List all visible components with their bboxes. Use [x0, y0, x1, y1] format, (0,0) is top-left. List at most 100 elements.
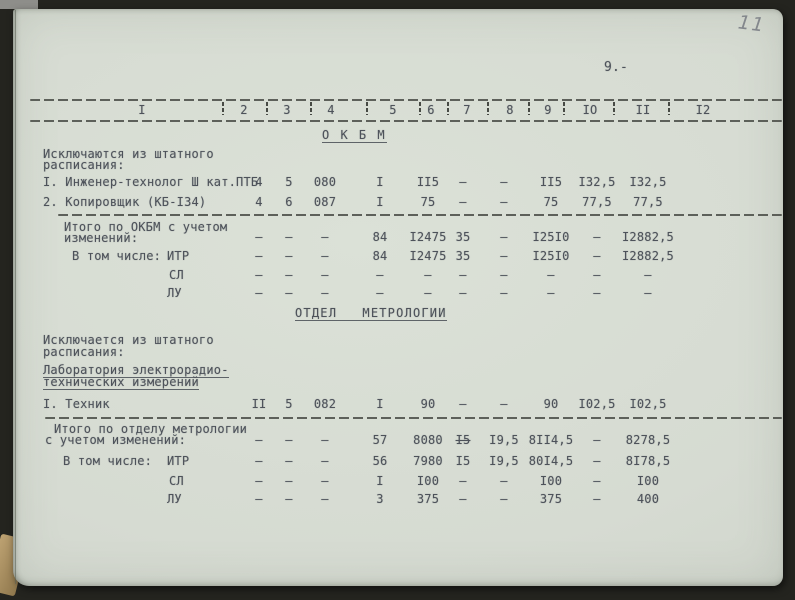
column-tick: [613, 102, 615, 115]
metrology-intro-line2: расписания:: [43, 345, 125, 359]
column-tick: [266, 102, 268, 115]
table-cell: –: [321, 474, 329, 488]
column-number: 4: [327, 103, 335, 117]
okbm-including-label: В том числе:: [72, 249, 162, 263]
table-cell: 80I4,5: [528, 454, 574, 468]
table-cell: I25I0: [532, 249, 570, 263]
table-cell: I: [376, 175, 384, 189]
table-cell: –: [459, 286, 467, 300]
table-cell: –: [285, 433, 293, 447]
table-cell: –: [459, 268, 467, 282]
table-cell: –: [500, 230, 508, 244]
table-cell: I00: [539, 474, 563, 488]
table-cell: –: [255, 249, 263, 263]
metrology-including-label: В том числе:: [63, 454, 153, 468]
table-cell: –: [547, 286, 555, 300]
table-cell: –: [285, 474, 293, 488]
table-cell: –: [500, 397, 508, 411]
table-cell: 400: [636, 492, 660, 506]
table-cell: –: [255, 492, 263, 506]
section-title-okbm: О К Б М: [322, 128, 387, 143]
paper-sheet: [13, 9, 783, 586]
table-cell: I25I0: [532, 230, 570, 244]
table-cell: I02,5: [629, 397, 667, 411]
column-number: 8: [506, 103, 514, 117]
table-cell: –: [255, 454, 263, 468]
table-cell: I00: [416, 474, 440, 488]
table-cell: I32,5: [629, 175, 667, 189]
table-cell: –: [593, 249, 601, 263]
table-cell: 4: [255, 195, 263, 209]
table-rule-header-top: [30, 99, 782, 101]
table-cell: 90: [420, 397, 436, 411]
table-cell: I2475: [409, 230, 447, 244]
table-cell: 4: [255, 175, 263, 189]
table-cell: –: [285, 268, 293, 282]
table-cell: 087: [313, 195, 337, 209]
column-tick: [419, 102, 421, 115]
table-cell: I9,5: [489, 454, 519, 468]
table-cell: I02,5: [578, 397, 616, 411]
column-tick: [447, 102, 449, 115]
table-cell: –: [547, 268, 555, 282]
table-cell: –: [500, 286, 508, 300]
metrology-lab-name-line2: технических измерений: [43, 375, 199, 390]
table-cell: I32,5: [578, 175, 616, 189]
table-rule-metrology: [45, 417, 782, 419]
column-tick: [563, 102, 565, 115]
table-cell: –: [285, 230, 293, 244]
typed-page-number: 9.-: [604, 60, 629, 75]
table-cell: 080: [313, 175, 337, 189]
column-tick: [310, 102, 312, 115]
table-cell: –: [459, 397, 467, 411]
table-cell: –: [459, 195, 467, 209]
table-rule-header-bottom: [30, 120, 782, 122]
table-cell: –: [376, 286, 384, 300]
column-number: II: [635, 103, 651, 117]
table-cell: 5: [285, 175, 293, 189]
table-cell: –: [593, 474, 601, 488]
table-cell: 8278,5: [625, 433, 671, 447]
column-number: IO: [582, 103, 598, 117]
column-number: I2: [695, 103, 711, 117]
table-cell: –: [593, 454, 601, 468]
table-cell: I2882,5: [622, 230, 674, 244]
table-cell: 77,5: [582, 195, 612, 209]
metrology-totals-label-line1: Итого по отделу метрологии: [54, 422, 248, 436]
metrology-intro-line1: Исключается из штатного: [43, 333, 214, 347]
table-cell: –: [255, 268, 263, 282]
table-cell: –: [500, 492, 508, 506]
table-cell: –: [593, 286, 601, 300]
column-number: 9: [544, 103, 552, 117]
table-cell: 8I78,5: [625, 454, 671, 468]
table-cell: –: [255, 433, 263, 447]
table-cell: 3: [376, 492, 384, 506]
table-cell: –: [376, 268, 384, 282]
table-cell: I00: [636, 474, 660, 488]
table-cell: –: [500, 195, 508, 209]
paper-crease: [15, 10, 16, 584]
column-tick: [668, 102, 670, 115]
column-tick: [528, 102, 530, 115]
position-row-label: 2. Копировщик (КБ-I34): [43, 195, 207, 209]
table-cell: –: [459, 492, 467, 506]
table-cell: –: [459, 474, 467, 488]
table-cell: 90: [543, 397, 559, 411]
table-cell: –: [255, 286, 263, 300]
column-number: 5: [389, 103, 397, 117]
table-cell: –: [500, 268, 508, 282]
table-cell: –: [593, 433, 601, 447]
table-cell: –: [321, 454, 329, 468]
table-cell: I2882,5: [622, 249, 674, 263]
table-cell: –: [321, 492, 329, 506]
table-cell: 35: [455, 230, 471, 244]
table-cell: –: [321, 433, 329, 447]
column-tick: [222, 102, 224, 115]
table-cell: 57: [372, 433, 388, 447]
scanner-edge-strip: [0, 0, 38, 9]
table-cell: 7980: [413, 454, 443, 468]
table-cell: –: [500, 249, 508, 263]
table-cell: –: [285, 492, 293, 506]
table-cell: 375: [416, 492, 440, 506]
handwritten-page-number: 11: [736, 11, 767, 37]
